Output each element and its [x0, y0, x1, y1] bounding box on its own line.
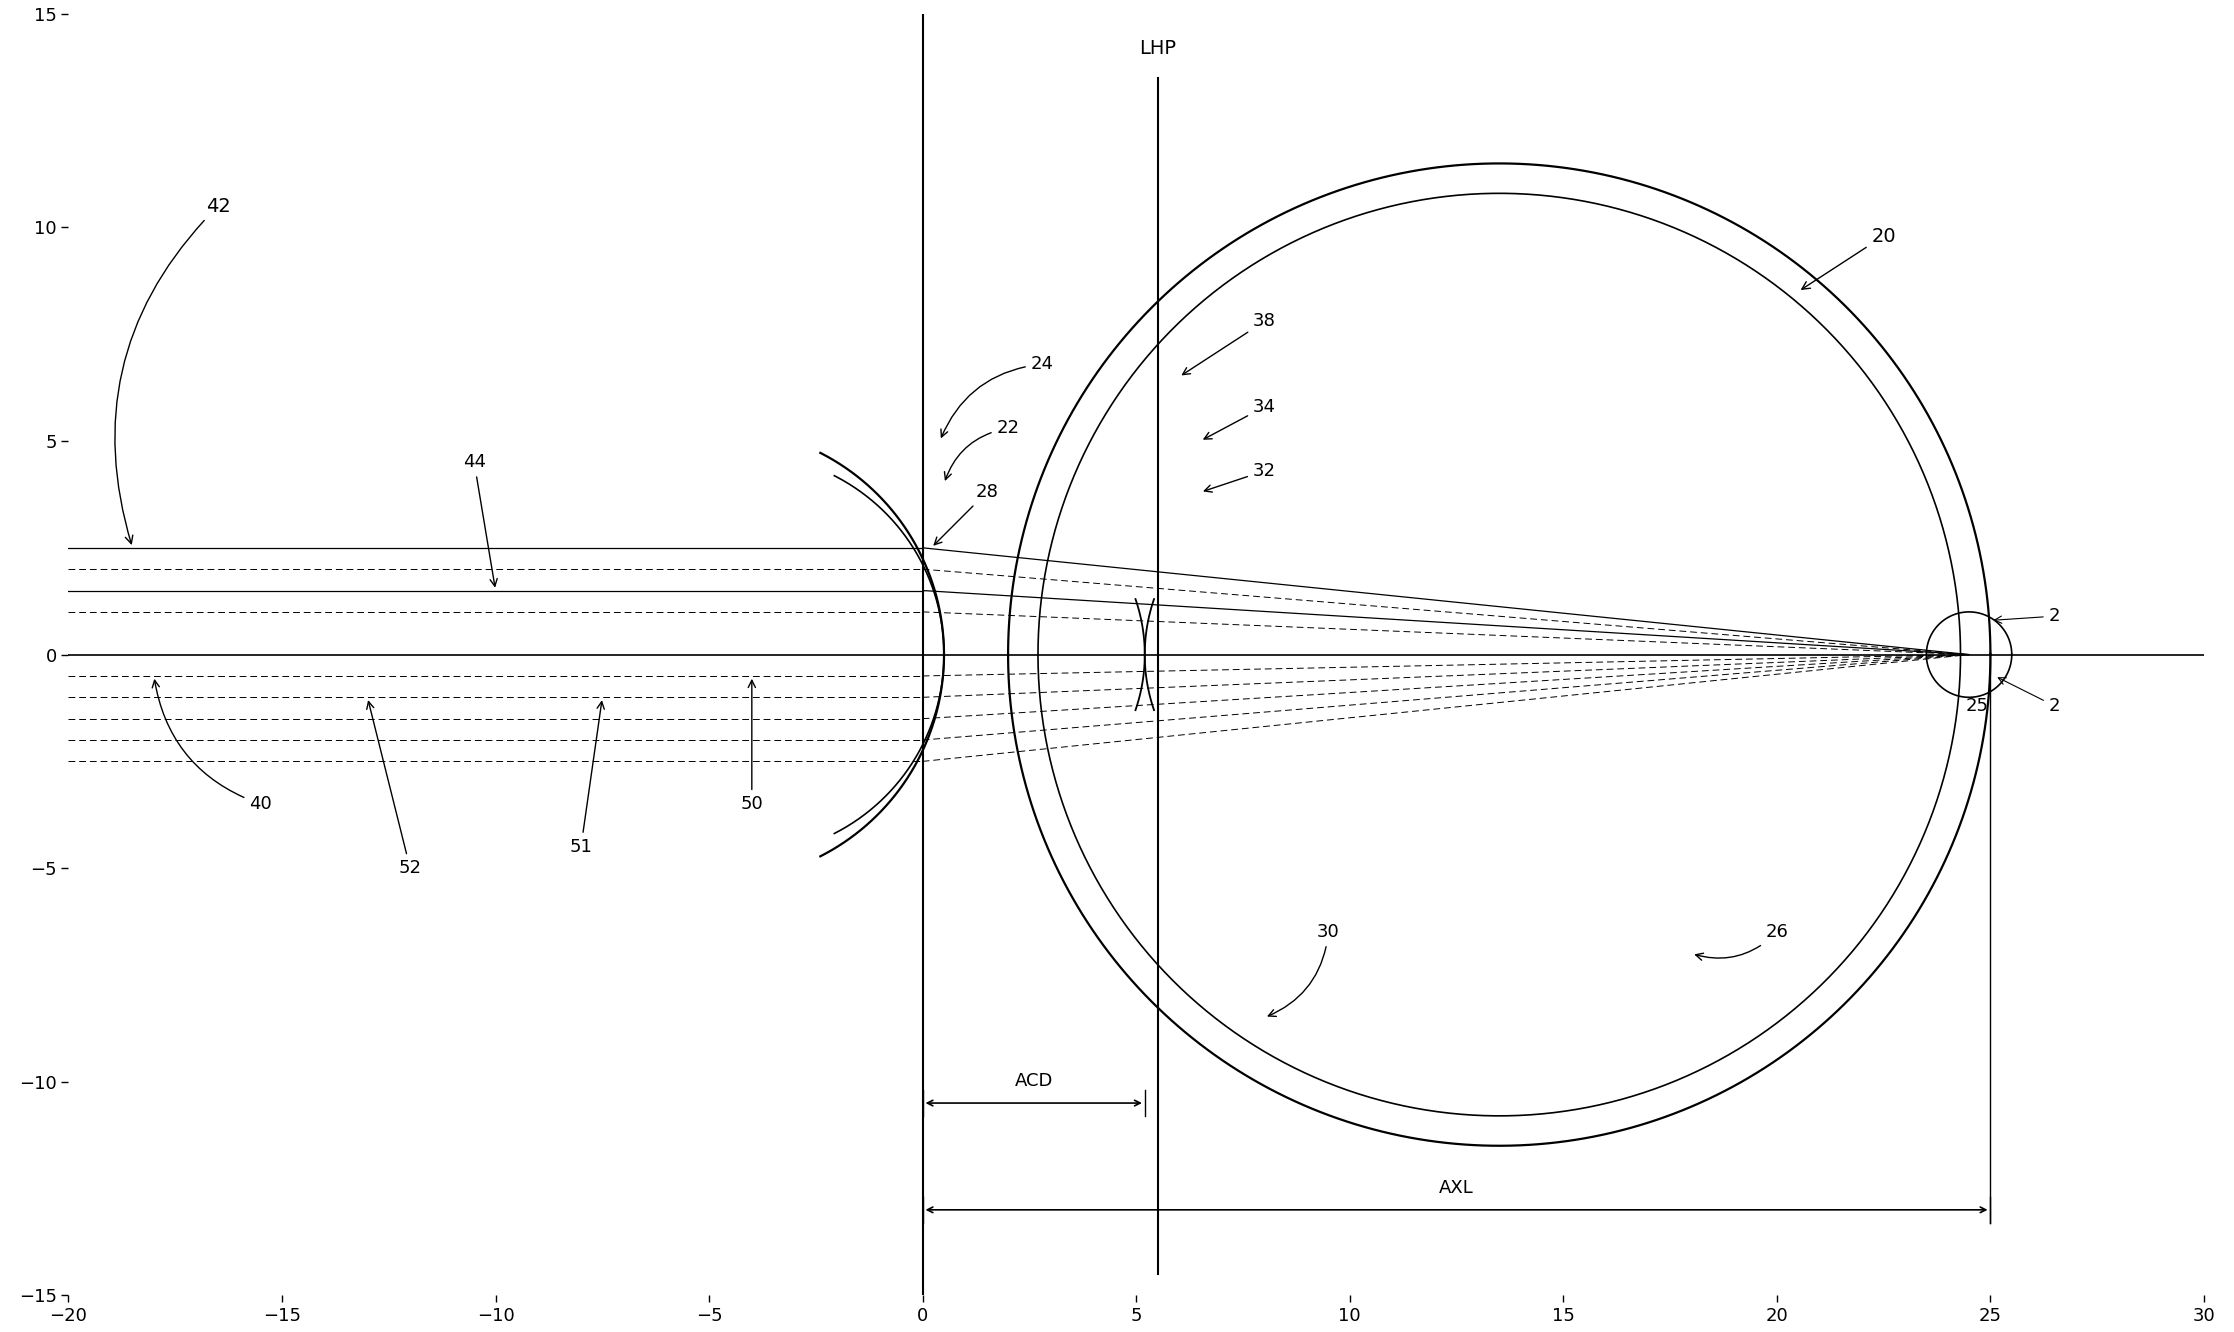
Text: 2: 2	[1997, 678, 2060, 715]
Text: 22: 22	[945, 420, 1019, 480]
Text: LHP: LHP	[1139, 39, 1175, 57]
Text: ACD: ACD	[1014, 1072, 1052, 1090]
Text: 25: 25	[1966, 697, 1988, 715]
Text: 38: 38	[1182, 313, 1276, 374]
Text: 26: 26	[1696, 923, 1787, 960]
Text: 32: 32	[1204, 462, 1276, 492]
Text: 2: 2	[1995, 607, 2060, 625]
Text: 50: 50	[739, 681, 764, 813]
Text: 28: 28	[934, 484, 999, 545]
Text: 20: 20	[1803, 226, 1897, 289]
Text: 51: 51	[570, 702, 603, 855]
Text: 40: 40	[152, 681, 273, 813]
Text: 52: 52	[366, 702, 422, 878]
Text: 34: 34	[1204, 398, 1276, 440]
Text: 30: 30	[1269, 923, 1340, 1016]
Text: 44: 44	[462, 453, 498, 586]
Text: AXL: AXL	[1439, 1179, 1474, 1197]
Text: 42: 42	[114, 197, 230, 543]
Text: 24: 24	[941, 356, 1054, 437]
